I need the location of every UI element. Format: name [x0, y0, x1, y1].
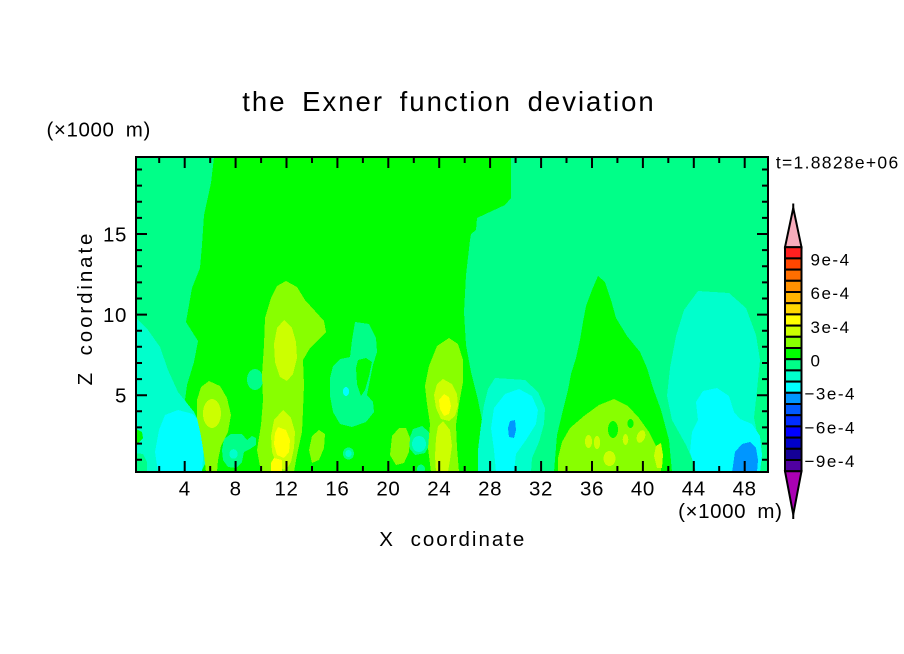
svg-text:4: 4: [179, 478, 191, 501]
svg-text:the Exner function deviation: the Exner function deviation: [242, 86, 655, 117]
svg-text:X coordinate: X coordinate: [379, 528, 526, 551]
svg-text:−6e-4: −6e-4: [805, 419, 856, 438]
svg-text:Z coordinate: Z coordinate: [74, 231, 97, 386]
svg-text:32: 32: [529, 478, 553, 501]
svg-text:0: 0: [811, 351, 822, 370]
svg-text:15: 15: [103, 224, 127, 247]
svg-text:(×1000 m): (×1000 m): [678, 500, 782, 523]
svg-text:(×1000 m): (×1000 m): [47, 119, 151, 142]
svg-text:10: 10: [103, 304, 127, 327]
svg-text:−9e-4: −9e-4: [805, 452, 856, 471]
svg-text:36: 36: [580, 478, 604, 501]
svg-text:3e-4: 3e-4: [811, 318, 851, 337]
svg-text:24: 24: [427, 478, 451, 501]
svg-text:12: 12: [275, 478, 299, 501]
svg-text:16: 16: [325, 478, 349, 501]
svg-text:9e-4: 9e-4: [811, 250, 851, 269]
svg-text:5: 5: [115, 385, 127, 408]
svg-text:44: 44: [682, 478, 706, 501]
svg-text:20: 20: [376, 478, 400, 501]
svg-text:8: 8: [230, 478, 242, 501]
svg-text:40: 40: [631, 478, 655, 501]
svg-text:28: 28: [478, 478, 502, 501]
svg-text:6e-4: 6e-4: [811, 284, 851, 303]
svg-text:−3e-4: −3e-4: [805, 385, 856, 404]
svg-text:t=1.8828e+06: t=1.8828e+06: [776, 153, 900, 173]
svg-text:48: 48: [733, 478, 757, 501]
